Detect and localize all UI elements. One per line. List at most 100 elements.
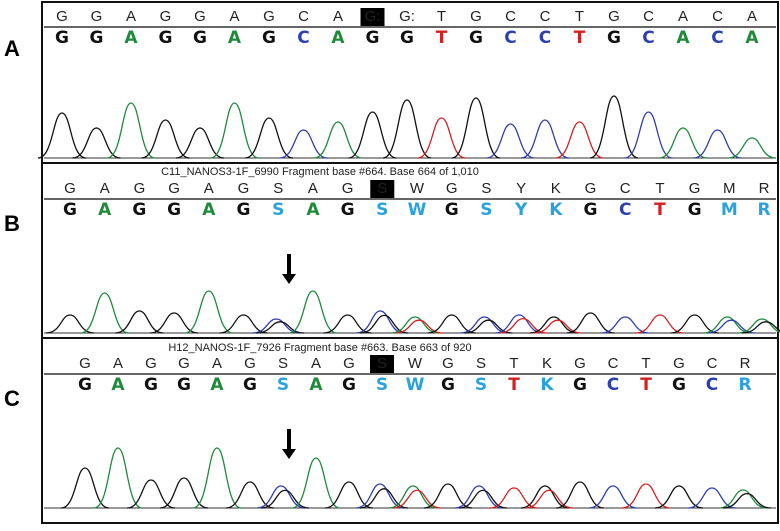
base-call: A bbox=[202, 200, 216, 220]
top-base: C bbox=[707, 355, 718, 372]
trace-peak bbox=[244, 117, 294, 159]
top-base: G bbox=[574, 355, 586, 372]
top-base: G bbox=[145, 355, 157, 372]
top-base: G bbox=[343, 355, 355, 372]
trace-peak bbox=[93, 447, 143, 509]
trace-peak bbox=[658, 127, 708, 159]
trace-peak bbox=[555, 481, 605, 509]
top-base: S bbox=[377, 180, 387, 197]
base-call: W bbox=[406, 375, 425, 395]
base-call: A bbox=[309, 375, 323, 395]
base-call: G bbox=[63, 200, 77, 220]
base-call: G bbox=[55, 28, 69, 48]
trace-peak bbox=[529, 316, 578, 334]
top-base: G bbox=[160, 8, 172, 25]
base-call: G bbox=[262, 28, 276, 48]
top-base: S bbox=[481, 180, 491, 197]
base-call: R bbox=[738, 375, 751, 395]
trace-peak bbox=[150, 312, 199, 334]
base-call: C bbox=[642, 28, 654, 48]
trace-peak bbox=[60, 467, 110, 509]
trace-peak bbox=[348, 111, 397, 159]
top-base: G bbox=[673, 355, 685, 372]
trace-peak bbox=[390, 316, 440, 334]
trace-peak bbox=[486, 123, 535, 159]
trace-peak bbox=[210, 102, 259, 159]
top-base: C bbox=[620, 180, 631, 197]
top-base: G bbox=[446, 180, 458, 197]
top-base: G bbox=[178, 355, 190, 372]
base-call: G bbox=[441, 375, 455, 395]
top-base: A bbox=[100, 180, 110, 197]
trace-peak bbox=[566, 312, 615, 334]
trace-peak bbox=[737, 318, 780, 334]
base-call: T bbox=[574, 28, 586, 48]
top-base: S bbox=[273, 180, 283, 197]
trace-peak bbox=[72, 127, 121, 159]
top-base: M bbox=[723, 180, 736, 197]
trace-peak bbox=[460, 316, 509, 334]
trace-peak bbox=[324, 481, 374, 509]
top-base: T bbox=[437, 8, 446, 25]
trace-peak bbox=[670, 314, 719, 334]
trace-peak bbox=[256, 485, 306, 509]
base-call: T bbox=[508, 375, 520, 395]
top-base: G bbox=[585, 180, 597, 197]
trace-peak bbox=[115, 310, 164, 334]
base-call: G bbox=[445, 200, 459, 220]
top-base: C bbox=[712, 8, 723, 25]
top-base: C bbox=[298, 8, 309, 25]
base-call: C bbox=[706, 375, 718, 395]
trace-peak bbox=[703, 316, 752, 334]
trace-peak bbox=[141, 119, 190, 159]
trace-header: H12_NANOS-1F_7926 Fragment base #663. Ba… bbox=[168, 342, 471, 354]
top-base: G bbox=[263, 8, 275, 25]
top-base: G bbox=[238, 180, 250, 197]
trace-peak bbox=[489, 487, 539, 509]
trace-peak bbox=[654, 485, 704, 509]
trace-peak bbox=[423, 483, 473, 509]
top-base: T bbox=[655, 180, 664, 197]
base-call: G bbox=[672, 375, 686, 395]
top-base: C bbox=[643, 8, 654, 25]
base-call: G bbox=[144, 375, 158, 395]
base-call: T bbox=[654, 200, 666, 220]
base-call: S bbox=[480, 200, 492, 220]
top-base: A bbox=[747, 8, 757, 25]
top-base: S bbox=[476, 355, 486, 372]
base-call: G bbox=[469, 28, 483, 48]
trace-peak bbox=[635, 314, 684, 334]
trace-peak bbox=[533, 319, 582, 334]
trace-peak bbox=[707, 319, 756, 334]
panel-label: C bbox=[4, 386, 20, 411]
top-base: Y bbox=[516, 180, 526, 197]
trace-peak bbox=[621, 483, 671, 509]
trace-peak bbox=[427, 314, 476, 334]
base-call: T bbox=[436, 28, 448, 48]
top-base: G bbox=[79, 355, 91, 372]
trace-peak bbox=[520, 485, 570, 509]
trace-peak bbox=[394, 319, 444, 334]
base-call: G bbox=[243, 375, 257, 395]
base-call: A bbox=[124, 28, 138, 48]
base-call: G bbox=[78, 375, 92, 395]
base-call: A bbox=[98, 200, 112, 220]
trace-peak bbox=[355, 483, 405, 509]
top-base: G bbox=[244, 355, 256, 372]
trace-peak bbox=[260, 489, 310, 509]
top-base: S bbox=[278, 355, 288, 372]
top-base: S bbox=[377, 355, 387, 372]
trace-peak bbox=[495, 314, 544, 334]
highlight bbox=[360, 8, 385, 26]
top-base: G bbox=[134, 180, 146, 197]
trace-peak bbox=[37, 112, 87, 159]
panel-label: B bbox=[4, 211, 20, 236]
trace-peak bbox=[555, 121, 604, 159]
top-base: K bbox=[551, 180, 561, 197]
top-base: A bbox=[204, 180, 214, 197]
top-base: T bbox=[641, 355, 650, 372]
trace-peak bbox=[392, 489, 442, 509]
top-base: G: bbox=[365, 8, 381, 25]
trace-peak bbox=[382, 99, 432, 159]
base-call: A bbox=[745, 28, 759, 48]
